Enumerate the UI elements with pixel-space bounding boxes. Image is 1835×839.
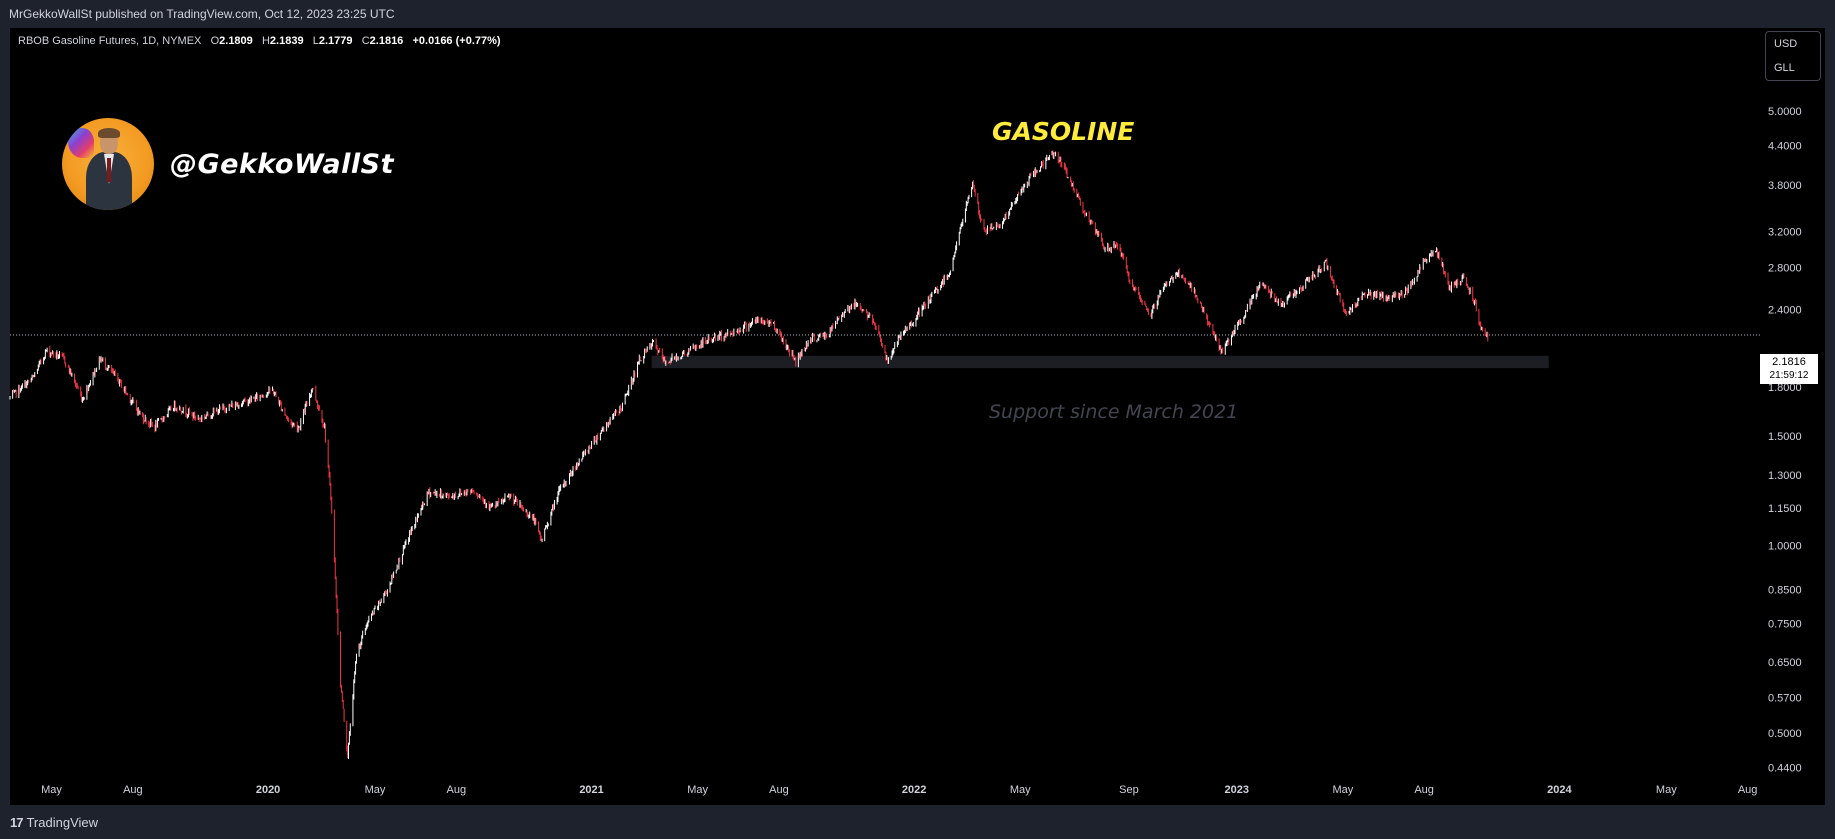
month-tick-label: May: [41, 784, 62, 796]
chart-frame[interactable]: [10, 28, 1825, 805]
price-tick-label: 3.8000: [1768, 180, 1802, 192]
year-tick-label: 2023: [1225, 784, 1249, 796]
month-tick-label: May: [1010, 784, 1031, 796]
low-value: 2.1779: [318, 35, 353, 47]
price-axis: 6.00005.00004.40003.80003.20002.80002.40…: [1768, 57, 1802, 775]
month-tick-label: Aug: [447, 784, 467, 796]
month-tick-label: May: [365, 784, 386, 796]
high-value: 2.1839: [269, 35, 304, 47]
month-tick-label: Aug: [1738, 784, 1758, 796]
price-tick-label: 4.4000: [1768, 141, 1802, 153]
bar-countdown: 21:59:12: [1769, 370, 1809, 381]
close-value: 2.1816: [369, 35, 404, 47]
close-label: C: [361, 35, 370, 47]
month-tick-label: Aug: [123, 784, 143, 796]
symbol-name[interactable]: RBOB Gasoline Futures, 1D, NYMEX: [18, 35, 202, 47]
chart-annotation-title: GASOLINE: [992, 117, 1135, 146]
low-label: L: [312, 35, 319, 47]
published-header: MrGekkoWallSt published on TradingView.c…: [0, 0, 1835, 28]
candles-group: [9, 150, 1489, 759]
open-value: 2.1809: [219, 35, 253, 47]
tie-shape: [107, 158, 111, 182]
time-axis: May Aug 2020 May Aug 2021 May Aug 2022 May Sep 2023…: [41, 784, 1757, 796]
price-tick-label: 3.2000: [1768, 227, 1802, 239]
tradingview-logo-text: TradingView: [26, 815, 99, 830]
published-text: MrGekkoWallSt published on TradingView.c…: [9, 7, 395, 21]
year-tick-label: 2024: [1547, 784, 1572, 796]
high-label: H: [261, 35, 270, 47]
currency-unit-selector[interactable]: USD GLL: [1765, 31, 1821, 81]
month-tick-label: Sep: [1119, 784, 1139, 796]
price-tick-label: 1.0000: [1768, 541, 1802, 553]
avatar: [62, 118, 154, 210]
price-tick-label: 1.1500: [1768, 503, 1802, 515]
support-annotation: Support since March 2021: [989, 401, 1239, 423]
price-tick-label: 0.5000: [1768, 728, 1802, 740]
month-tick-label: May: [1332, 784, 1353, 796]
month-tick-label: May: [687, 784, 708, 796]
price-tick-label: 0.8500: [1768, 585, 1802, 597]
price-tick-label: 2.8000: [1768, 263, 1802, 275]
tradingview-logo-icon: 17: [10, 815, 24, 830]
price-tick-label: 0.5700: [1768, 693, 1802, 705]
price-tick-label: 0.6500: [1768, 657, 1802, 669]
ohlc-legend: RBOB Gasoline Futures, 1D, NYMEX O2.1809…: [18, 35, 501, 47]
price-tick-label: 0.4400: [1768, 762, 1802, 774]
tradingview-logo[interactable]: 17 TradingView: [10, 815, 98, 830]
change-value: +0.0166 (+0.77%): [412, 35, 501, 47]
year-tick-label: 2022: [902, 784, 926, 796]
footer-bar: 17 TradingView: [0, 805, 1835, 839]
price-tick-label: 1.3000: [1768, 470, 1802, 482]
last-price-value: 2.1816: [1772, 356, 1806, 368]
unit-label[interactable]: GLL: [1774, 62, 1795, 74]
support-zone: [651, 355, 1549, 369]
brand-handle: @GekkoWallSt: [170, 148, 395, 180]
last-price-tag: 2.1816 21:59:12: [1760, 354, 1818, 384]
year-tick-label: 2020: [256, 784, 280, 796]
price-tick-label: 0.7500: [1768, 618, 1802, 630]
price-tick-label: 1.5000: [1768, 431, 1802, 443]
hair-shape: [98, 128, 120, 138]
currency-label[interactable]: USD: [1774, 38, 1798, 50]
price-tick-label: 2.4000: [1768, 304, 1802, 316]
price-tick-label: 5.0000: [1768, 106, 1802, 118]
price-tick-label: 1.8000: [1768, 382, 1802, 394]
month-tick-label: Aug: [1414, 784, 1434, 796]
parrot-icon: [68, 128, 94, 158]
brand-watermark: @GekkoWallSt: [62, 118, 394, 210]
open-label: O: [210, 35, 220, 47]
month-tick-label: Aug: [769, 784, 789, 796]
month-tick-label: May: [1656, 784, 1677, 796]
year-tick-label: 2021: [579, 784, 603, 796]
